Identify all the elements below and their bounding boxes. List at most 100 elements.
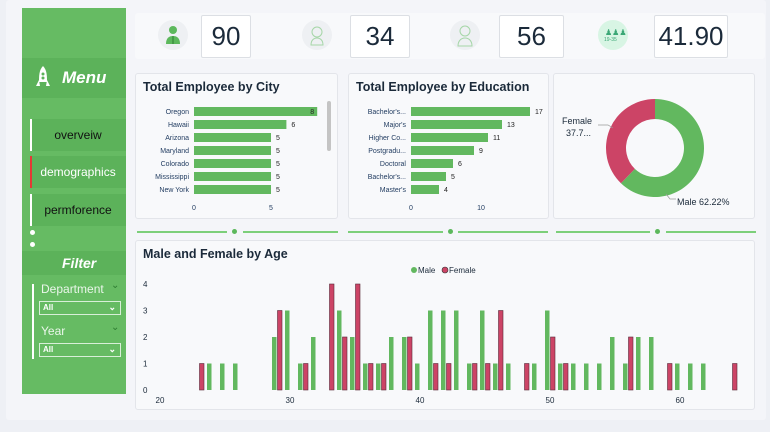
female-bar <box>498 310 504 391</box>
male-bar <box>675 363 680 390</box>
city-bar-chart: Oregon 8 Hawaii 6 Arizona 5 Maryland 5 Colorado 5… <box>155 107 318 212</box>
divider <box>243 231 338 233</box>
x-tick-label: 0 <box>409 205 413 212</box>
female-bar <box>563 363 569 391</box>
female-bar <box>303 363 309 391</box>
data-label: 6 <box>291 122 295 129</box>
bar <box>194 133 271 142</box>
male-bar <box>350 337 355 390</box>
male-bar <box>311 337 316 390</box>
female-icon <box>302 20 332 50</box>
leader-line <box>598 124 614 129</box>
female-bar <box>355 283 361 391</box>
male-bar <box>220 363 225 390</box>
kpi-average-age: 41.90 <box>654 15 728 58</box>
category-label: New York <box>159 187 189 194</box>
female-bar <box>342 336 348 391</box>
donut-label-male: Male 62.22% <box>677 197 730 207</box>
menu-header: Menu <box>22 58 126 98</box>
male-bar <box>376 363 381 390</box>
male-bar <box>558 363 563 390</box>
male-bar <box>454 310 459 390</box>
y-tick-label: 4 <box>143 280 148 289</box>
kpi-male: 56 <box>499 15 564 58</box>
female-bar <box>550 336 556 391</box>
legend-male-label: Male <box>418 266 436 275</box>
male-bar <box>233 363 238 390</box>
category-label: Postgradu... <box>368 148 406 155</box>
male-bar <box>285 310 290 390</box>
male-bar <box>545 310 550 390</box>
male-bar <box>402 337 407 390</box>
female-bar <box>381 363 387 391</box>
chart-title: Total Employee by Education <box>356 80 530 94</box>
y-tick-label: 3 <box>143 307 148 316</box>
male-bar <box>597 363 602 390</box>
menu-title: Menu <box>62 68 107 87</box>
page-dot[interactable] <box>30 242 35 247</box>
nav-label: permforence <box>44 203 112 217</box>
legend-female-marker <box>441 266 449 274</box>
divider <box>137 231 227 233</box>
donut-slice-female <box>606 99 655 184</box>
divider-dot <box>655 229 660 234</box>
x-tick-label: 10 <box>477 205 485 212</box>
male-bar <box>506 363 511 390</box>
x-tick-label: 30 <box>286 396 295 405</box>
nav-demographics[interactable]: demographics <box>30 156 126 188</box>
female-bar <box>485 363 491 391</box>
chevron-down-icon[interactable]: ⌄ <box>111 280 120 291</box>
data-label: 4 <box>444 187 448 194</box>
leader-line <box>665 193 676 200</box>
female-bar <box>667 363 673 391</box>
male-bar <box>493 363 498 390</box>
data-label: 5 <box>276 135 280 142</box>
male-bar <box>337 310 342 390</box>
chevron-down-icon: ⌄ <box>108 302 116 312</box>
chevron-down-icon[interactable]: ⌄ <box>111 322 120 333</box>
scrollbar[interactable] <box>327 101 331 151</box>
female-bar <box>277 310 283 391</box>
male-bar <box>636 337 641 390</box>
bar <box>411 185 439 194</box>
category-label: Hawaii <box>168 122 189 129</box>
data-label: 13 <box>507 122 515 129</box>
divider-dot <box>232 229 237 234</box>
year-select[interactable]: All ⌄ <box>39 343 121 357</box>
data-label: 8 <box>310 109 314 116</box>
legend-male-marker <box>411 267 417 273</box>
gender-donut-card: Male 62.22% Female 37.7... <box>553 73 755 219</box>
male-bar <box>623 363 628 390</box>
nav-performance[interactable]: permforence <box>30 194 126 226</box>
male-bar <box>701 363 706 390</box>
nav-marker <box>30 119 32 151</box>
select-value: All <box>43 345 54 354</box>
female-bar <box>732 363 738 391</box>
data-label: 6 <box>458 161 462 168</box>
male-bar <box>389 337 394 390</box>
department-label: Department <box>41 282 104 296</box>
rocket-icon <box>36 66 50 86</box>
nav-overview[interactable]: overveiw <box>30 119 126 151</box>
nav-marker <box>30 194 32 226</box>
select-value: All <box>43 303 54 312</box>
bar <box>194 172 271 181</box>
data-label: 5 <box>276 148 280 155</box>
male-bar <box>480 310 485 390</box>
divider-dot <box>448 229 453 234</box>
kpi-female: 34 <box>350 15 410 58</box>
male-bar <box>298 363 303 390</box>
people-glyph: ♟♟♟ <box>605 28 627 37</box>
filter-title: Filter <box>62 255 97 271</box>
legend-female-label: Female <box>449 266 476 275</box>
bar <box>194 185 271 194</box>
department-select[interactable]: All ⌄ <box>39 301 121 315</box>
y-tick-label: 0 <box>143 386 148 395</box>
x-tick-label: 40 <box>416 396 425 405</box>
age-chart-card: Male and Female by Age 0 1 2 3 4 20 30 40 50 60 Ma… <box>135 240 755 410</box>
female-bar <box>628 336 634 391</box>
female-bar <box>368 363 374 391</box>
male-bar <box>441 310 446 390</box>
y-tick-label: 1 <box>143 360 148 369</box>
page-dot[interactable] <box>30 230 35 235</box>
